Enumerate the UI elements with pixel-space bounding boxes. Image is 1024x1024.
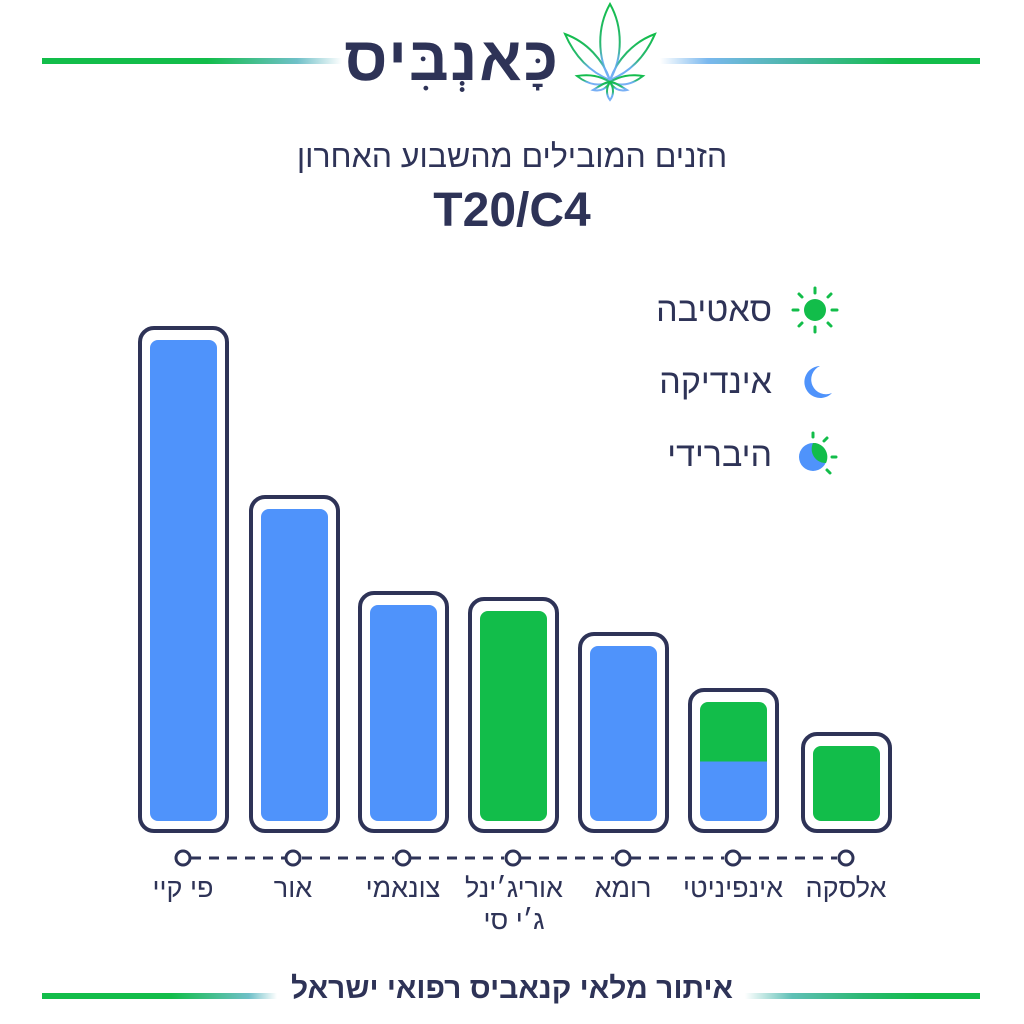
legend-item-sativa: סאטיבה xyxy=(600,285,840,335)
x-label: רומא xyxy=(594,873,652,903)
bar-pk xyxy=(138,326,229,833)
bar-roma xyxy=(578,632,669,833)
legend-label: סאטיבה xyxy=(656,290,772,329)
cannabis-leaf-icon xyxy=(555,1,665,102)
bar-fill-indica xyxy=(150,340,217,821)
bar-alaska xyxy=(801,732,892,833)
header-line-left xyxy=(42,58,342,64)
legend-label: אינדיקה xyxy=(659,362,772,401)
moon-icon xyxy=(790,357,840,407)
x-label: אלסקה xyxy=(805,873,887,903)
x-label: אוריג׳ינל ג׳י סי xyxy=(465,873,563,935)
bar-infinity xyxy=(688,688,779,833)
bar-fill-indica xyxy=(590,646,657,821)
bar-tsunami xyxy=(358,591,449,833)
bar-fill-sativa xyxy=(813,746,880,821)
x-label: פי קיי xyxy=(152,873,214,903)
legend-item-indica: אינדיקה xyxy=(600,357,840,407)
bar-fill-indica xyxy=(370,605,437,821)
x-label: צונאמי xyxy=(365,873,441,903)
footer-text: איתור מלאי קנאביס רפואי ישראל xyxy=(291,972,733,1005)
x-label: אור xyxy=(273,873,313,903)
bar-fill-sativa xyxy=(480,611,547,821)
logo-text: כָּאנְבִּיס xyxy=(344,25,560,94)
footer-line-right xyxy=(745,993,980,999)
header-line-right xyxy=(660,58,980,64)
bar-fill-hybrid xyxy=(700,702,767,821)
bar-or xyxy=(249,495,340,833)
chart-title: T20/C4 xyxy=(433,184,591,237)
chart-subtitle: הזנים המובילים מהשבוע האחרון xyxy=(296,138,728,174)
x-label: אינפיניטי xyxy=(682,873,784,903)
sun-icon xyxy=(790,285,840,335)
x-axis xyxy=(170,847,870,869)
legend-label: היברידי xyxy=(667,435,772,474)
bar-original-gc xyxy=(468,597,559,833)
bar-fill-indica xyxy=(261,509,328,821)
half-sun-moon-icon xyxy=(790,430,840,480)
legend-item-hybrid: היברידי xyxy=(600,430,840,480)
footer-line-left xyxy=(42,993,277,999)
